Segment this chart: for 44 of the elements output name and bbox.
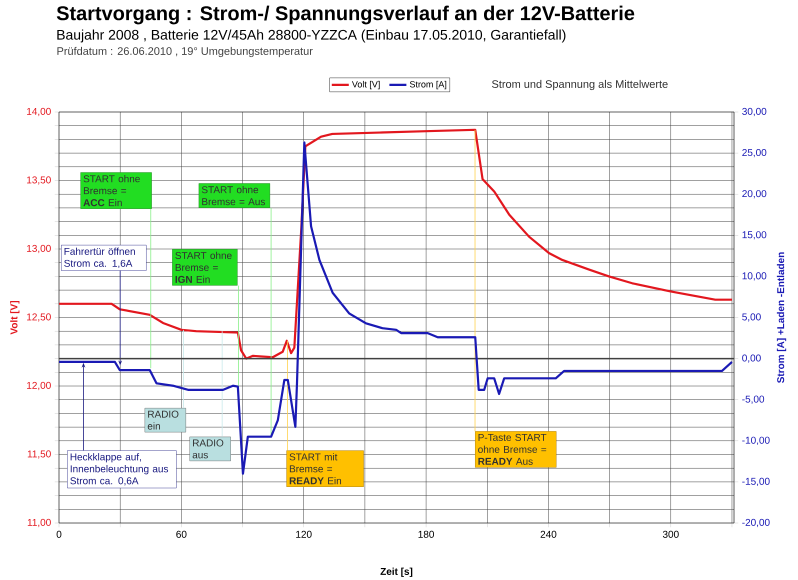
annotation: Heckklappe auf, Innenbeleuchtung aus Strom ca. 0,6A [70,452,168,486]
y2-tick-label: 5,00 [742,313,761,322]
annotation: Fahrertür öffnen Strom ca. 1,6A [64,247,135,268]
x-tick-label: 300 [662,530,679,538]
legend-label: Volt [V] [352,80,380,90]
annotation: RADIO aus [192,439,224,458]
y2-tick-label: 20,00 [742,190,766,198]
y-tick-label: 14,00 [27,108,51,116]
y-tick-label: 11,50 [28,450,51,459]
x-tick-label: 60 [176,530,187,538]
y2-tick-label: 25,00 [742,148,766,158]
line-series [58,128,734,360]
legend-label: Strom [A] [410,80,446,90]
y-tick-label: 12,50 [27,313,51,322]
annotation: START mit Bremse = READY Ein [290,452,342,484]
y2-tick-label: 15,00 [742,231,766,240]
text: Prüfdatum : 26.06.2010 , 19° Umgebungstemperatur [57,46,313,57]
annotation: START ohne Bremse = IGN Ein [175,252,232,283]
x-tick-label: 120 [296,530,312,538]
annotation: START ohne Bremse = Aus [202,186,265,206]
y2-tick-label: -10,00 [742,436,770,445]
y2-tick-label: -15,00 [742,478,770,486]
line-series [59,141,734,475]
annotation: START ohne Bremse = ACC Ein [83,174,140,206]
y2-tick-label: 10,00 [742,272,766,280]
annotation: RADIO ein [148,410,178,430]
y2-axis-title: Strom [A] +Laden -Entladen [776,252,786,383]
chart-subtitle: Baujahr 2008 , Batterie 12V/45Ah 28800-YZZCA (Einbau 17.05.2010, Garantiefall) [57,29,566,42]
y2-tick-label: -5,00 [742,395,764,404]
y2-tick-label: -20,00 [742,518,770,528]
x-axis-title: Zeit [s] [380,568,412,577]
x-tick-label: 0 [56,530,62,538]
annotation: P-Taste START ohne Bremse = READY Aus [478,434,546,465]
y2-tick-label: 0,00 [742,354,761,363]
y-tick-label: 13,50 [27,176,51,185]
y-tick-label: 11,00 [28,518,51,528]
text: Strom und Spannung als Mittelwerte [492,80,668,90]
y-axis-title: Volt [V] [10,300,20,334]
y-tick-label: 12,00 [27,382,51,390]
x-tick-label: 180 [418,530,434,538]
y-tick-label: 13,00 [27,244,51,254]
chart-title: Startvorgang : Strom-/ Spannungsverlauf an der 12V-Batterie [56,6,634,24]
y2-tick-label: 30,00 [742,108,766,116]
x-tick-label: 240 [540,530,556,538]
